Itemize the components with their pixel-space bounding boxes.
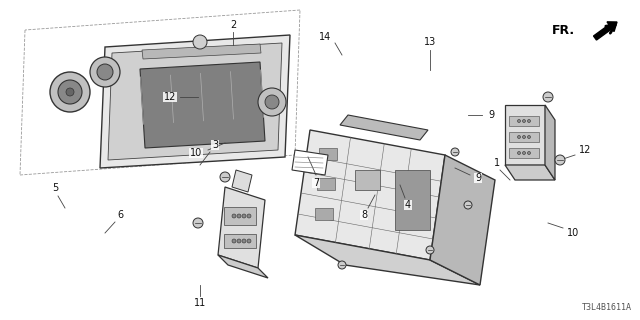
- Circle shape: [237, 214, 241, 218]
- Polygon shape: [218, 255, 268, 278]
- Bar: [315, 208, 333, 220]
- Circle shape: [451, 148, 459, 156]
- Bar: [224, 207, 256, 225]
- Bar: [509, 132, 539, 142]
- Bar: [224, 234, 256, 248]
- Circle shape: [97, 64, 113, 80]
- Circle shape: [464, 201, 472, 209]
- Circle shape: [265, 95, 279, 109]
- Text: 10: 10: [567, 228, 579, 238]
- Polygon shape: [218, 187, 265, 268]
- Circle shape: [237, 239, 241, 243]
- Circle shape: [426, 246, 434, 254]
- Bar: [355, 170, 380, 190]
- Circle shape: [518, 119, 520, 123]
- Circle shape: [518, 151, 520, 155]
- Circle shape: [258, 88, 286, 116]
- Polygon shape: [292, 150, 328, 175]
- Text: 9: 9: [488, 110, 494, 120]
- Circle shape: [527, 119, 531, 123]
- Bar: [509, 116, 539, 126]
- Text: 3: 3: [212, 140, 218, 150]
- Circle shape: [543, 92, 553, 102]
- Circle shape: [193, 35, 207, 49]
- Text: 4: 4: [405, 200, 411, 210]
- Polygon shape: [430, 155, 495, 285]
- Text: 8: 8: [361, 210, 367, 220]
- Circle shape: [522, 151, 525, 155]
- Bar: [317, 178, 335, 190]
- Circle shape: [555, 155, 565, 165]
- Circle shape: [518, 135, 520, 139]
- Polygon shape: [140, 62, 265, 148]
- Polygon shape: [340, 115, 428, 140]
- Circle shape: [66, 88, 74, 96]
- Polygon shape: [142, 44, 261, 59]
- Circle shape: [338, 261, 346, 269]
- Polygon shape: [232, 170, 252, 192]
- Circle shape: [527, 135, 531, 139]
- Text: 13: 13: [424, 37, 436, 47]
- Circle shape: [522, 119, 525, 123]
- Circle shape: [50, 72, 90, 112]
- Polygon shape: [108, 43, 282, 160]
- Circle shape: [527, 151, 531, 155]
- Text: 12: 12: [164, 92, 176, 102]
- Circle shape: [193, 218, 203, 228]
- Text: 6: 6: [117, 210, 123, 220]
- Circle shape: [90, 57, 120, 87]
- Polygon shape: [295, 130, 445, 260]
- Text: 14: 14: [319, 32, 331, 42]
- Text: 9: 9: [475, 173, 481, 183]
- Circle shape: [232, 239, 236, 243]
- Text: 12: 12: [579, 145, 591, 155]
- Circle shape: [247, 239, 251, 243]
- Text: 2: 2: [230, 20, 236, 30]
- Text: 1: 1: [494, 158, 500, 168]
- Text: 5: 5: [52, 183, 58, 193]
- Circle shape: [247, 214, 251, 218]
- Bar: [395, 170, 430, 230]
- Circle shape: [220, 172, 230, 182]
- Polygon shape: [295, 235, 480, 285]
- Circle shape: [242, 239, 246, 243]
- Circle shape: [58, 80, 82, 104]
- Bar: [509, 148, 539, 158]
- Text: FR.: FR.: [552, 23, 575, 36]
- Polygon shape: [505, 165, 555, 180]
- Text: 7: 7: [313, 178, 319, 188]
- Text: 11: 11: [194, 298, 206, 308]
- Polygon shape: [505, 105, 545, 165]
- FancyArrow shape: [593, 22, 617, 40]
- Bar: [319, 148, 337, 160]
- Text: T3L4B1611A: T3L4B1611A: [582, 303, 632, 313]
- Circle shape: [242, 214, 246, 218]
- Circle shape: [522, 135, 525, 139]
- Polygon shape: [100, 35, 290, 168]
- Polygon shape: [545, 105, 555, 180]
- Text: 10: 10: [190, 148, 202, 158]
- Circle shape: [232, 214, 236, 218]
